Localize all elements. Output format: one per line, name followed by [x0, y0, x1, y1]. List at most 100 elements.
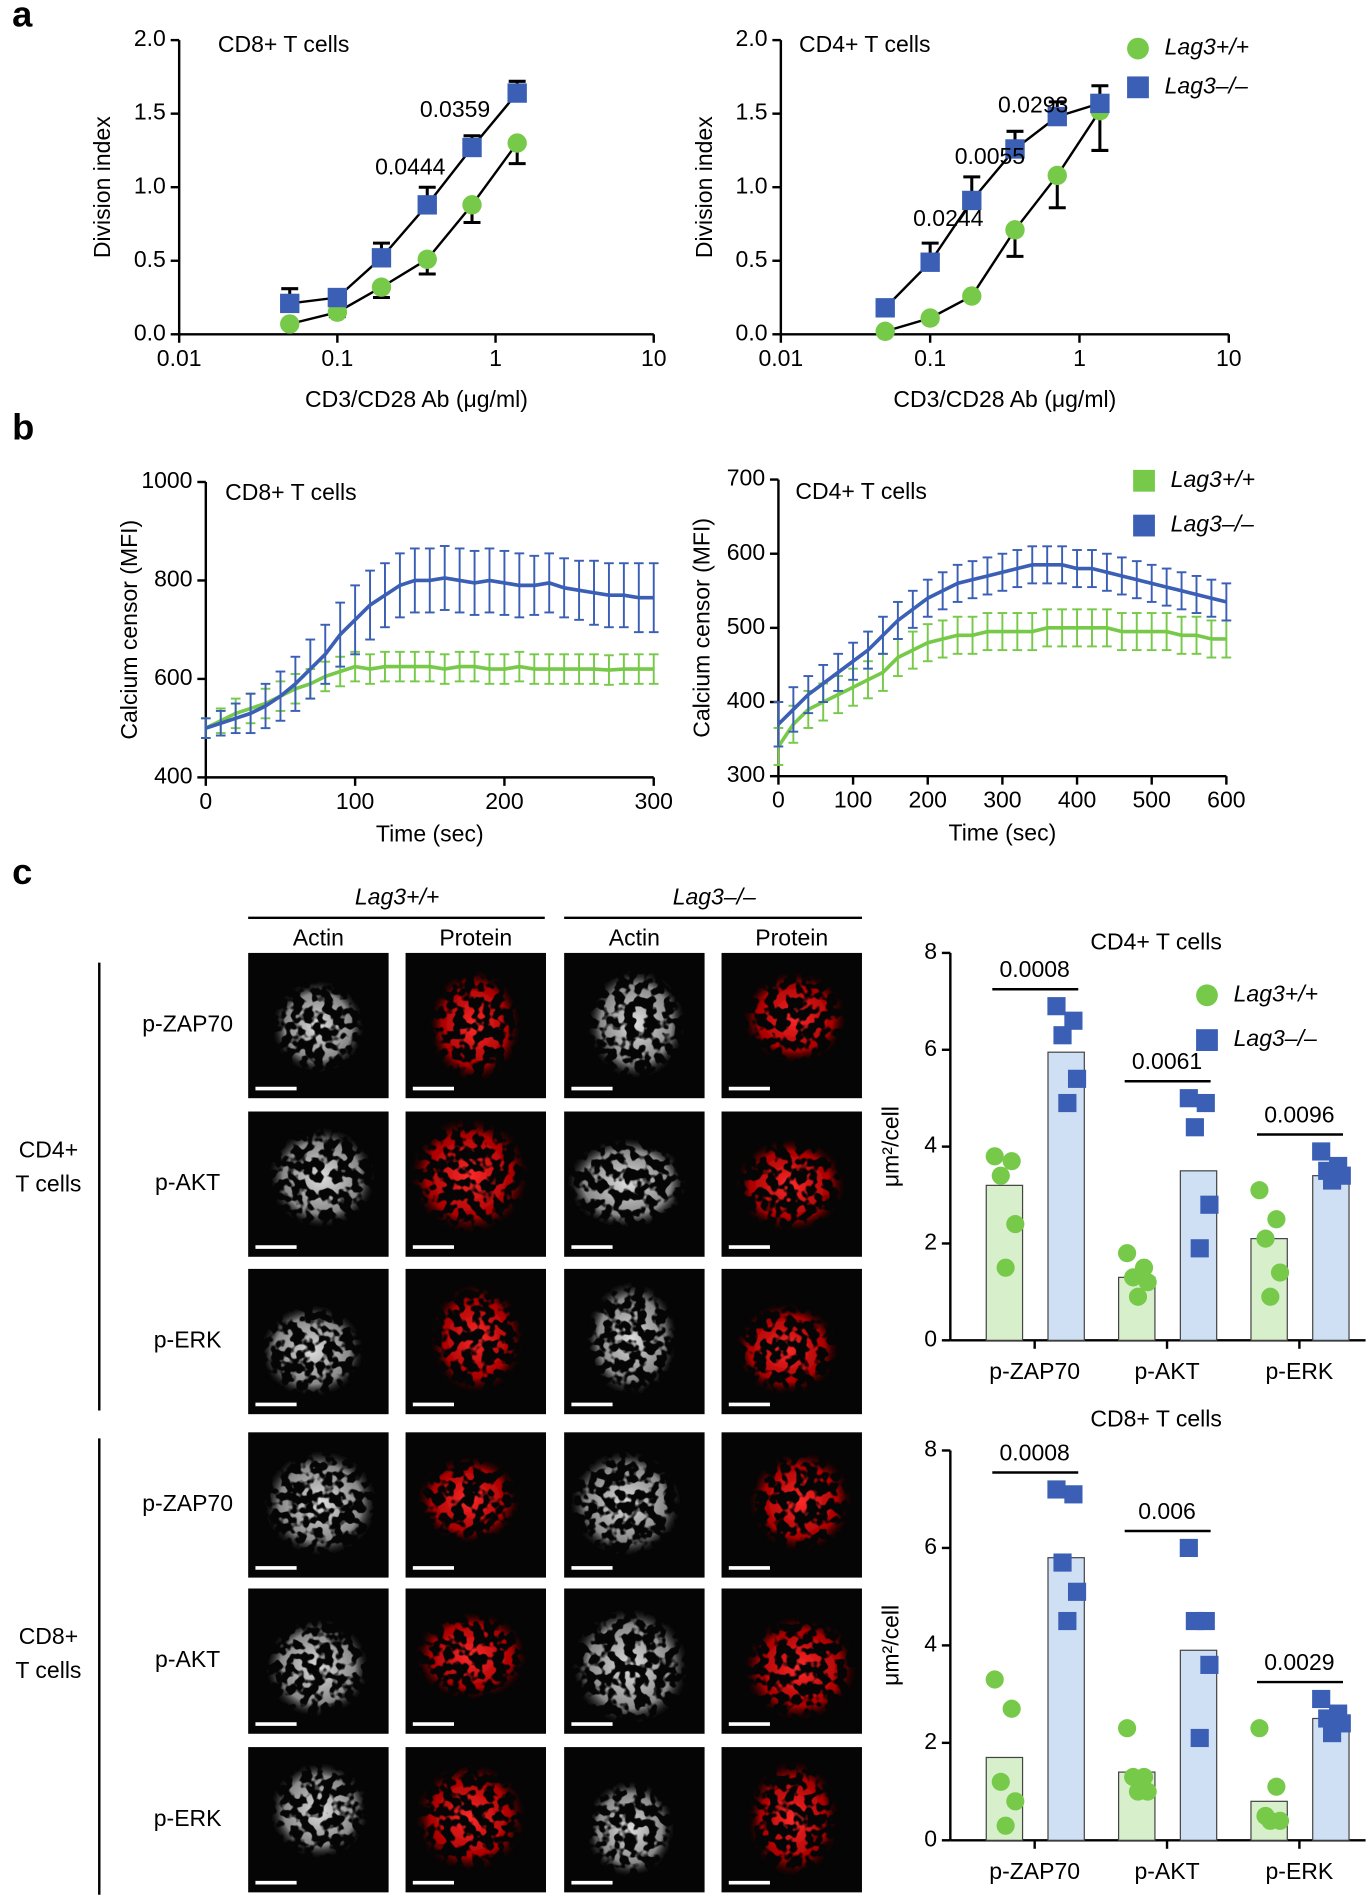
y-tick-label: 8	[924, 1436, 937, 1462]
y-tick-label: 300	[727, 761, 765, 787]
cell-signal	[428, 1281, 526, 1395]
y-axis-label: μm²/cell	[877, 1605, 903, 1686]
data-point	[1312, 1142, 1331, 1161]
data-point	[1053, 1026, 1072, 1045]
marker	[962, 286, 982, 306]
cell-signal	[585, 967, 687, 1081]
x-tick-label: 0.01	[758, 345, 803, 371]
p-value: 0.0096	[1264, 1101, 1334, 1127]
series-line	[289, 92, 519, 305]
data-point	[1250, 1181, 1269, 1200]
chart-title: CD4+ T cells	[795, 478, 926, 504]
data-point	[1118, 1719, 1137, 1738]
y-axis-label: Division index	[691, 116, 717, 258]
legend-label: Lag3+/+	[1165, 34, 1249, 60]
series-line	[777, 563, 1227, 726]
cell-signal	[263, 1616, 371, 1719]
series-line	[776, 626, 1227, 748]
x-tick-label: p-ERK	[1266, 1858, 1334, 1884]
y-tick-label: 600	[154, 664, 192, 690]
y-tick-label: 2.0	[134, 25, 166, 51]
legend-label: Lag3–/–	[1165, 72, 1248, 98]
data-point	[996, 1816, 1015, 1835]
data-point	[1312, 1689, 1331, 1709]
marker	[1047, 106, 1067, 127]
cell-signal	[583, 1778, 676, 1879]
x-tick-label: 100	[834, 787, 872, 813]
row-label: p-AKT	[155, 1169, 220, 1195]
channel-label: Actin	[293, 925, 344, 951]
channel-label: Protein	[439, 925, 512, 951]
data-point	[1190, 1239, 1209, 1258]
data-point	[1124, 1268, 1143, 1287]
data-point	[1250, 1719, 1269, 1738]
marker	[280, 293, 300, 314]
y-tick-label: 2	[924, 1229, 937, 1255]
data-point	[1047, 1480, 1066, 1499]
p-value: 0.006	[1138, 1498, 1196, 1524]
cell-type-label: CD8+	[19, 1623, 78, 1649]
data-point	[1118, 1244, 1137, 1263]
data-point	[1196, 1093, 1215, 1113]
marker	[1047, 165, 1067, 186]
marker	[371, 277, 392, 297]
cell-signal	[747, 1449, 854, 1554]
data-point	[1138, 1273, 1157, 1292]
marker	[875, 321, 895, 342]
marker	[1005, 139, 1025, 159]
x-axis-label: Time (sec)	[949, 819, 1057, 845]
data-point	[996, 1258, 1015, 1277]
cell-signal	[267, 1760, 371, 1861]
row-label: p-ERK	[154, 1327, 222, 1353]
data-point	[1200, 1655, 1219, 1674]
marker	[462, 137, 482, 158]
cell-signal	[258, 1303, 366, 1399]
row-label: p-ZAP70	[142, 1011, 233, 1037]
marker	[327, 302, 348, 322]
cell-type-label: T cells	[15, 1170, 81, 1196]
data-point	[1067, 1582, 1087, 1601]
chart-title: CD8+ T cells	[225, 479, 356, 505]
y-tick-label: 1.5	[134, 99, 166, 125]
cell-signal	[732, 1136, 848, 1234]
marker	[1090, 93, 1110, 114]
marker	[371, 248, 392, 268]
x-tick-label: 100	[336, 788, 374, 814]
cell-signal	[732, 1301, 841, 1397]
x-tick-label: 1	[1073, 345, 1086, 371]
marker	[962, 190, 982, 211]
x-tick-label: 1	[489, 345, 502, 371]
y-tick-label: 1.0	[134, 172, 166, 198]
x-tick-label: p-ZAP70	[989, 1858, 1080, 1884]
x-tick-label: p-AKT	[1134, 1858, 1199, 1884]
data-point	[1053, 1553, 1072, 1572]
data-point	[991, 1166, 1010, 1185]
y-tick-label: 0	[924, 1825, 937, 1851]
legend-marker	[1133, 469, 1155, 492]
cell-signal	[584, 1279, 679, 1398]
x-tick-label: 0	[772, 787, 785, 813]
x-tick-label: 300	[635, 788, 673, 814]
data-point	[1270, 1263, 1290, 1282]
x-tick-label: 10	[1216, 345, 1242, 371]
p-value: 0.0359	[420, 96, 490, 122]
genotype-label: Lag3+/+	[355, 884, 439, 910]
data-point	[1058, 1611, 1077, 1631]
cell-signal	[427, 967, 523, 1085]
y-tick-label: 2	[924, 1728, 937, 1754]
cell-signal	[740, 969, 850, 1065]
marker	[417, 195, 437, 215]
channel-label: Protein	[755, 925, 828, 951]
marker	[507, 133, 527, 153]
y-tick-label: 700	[727, 465, 765, 491]
y-tick-label: 800	[154, 566, 192, 592]
x-tick-label: p-ERK	[1266, 1358, 1334, 1384]
bar	[1312, 1175, 1350, 1341]
p-value: 0.0055	[955, 143, 1025, 169]
x-tick-label: 0.01	[157, 345, 202, 371]
y-tick-label: 6	[924, 1533, 937, 1559]
data-point	[1256, 1229, 1275, 1248]
y-axis-label: Calcium censor (MFI)	[116, 520, 142, 740]
marker	[507, 83, 527, 103]
